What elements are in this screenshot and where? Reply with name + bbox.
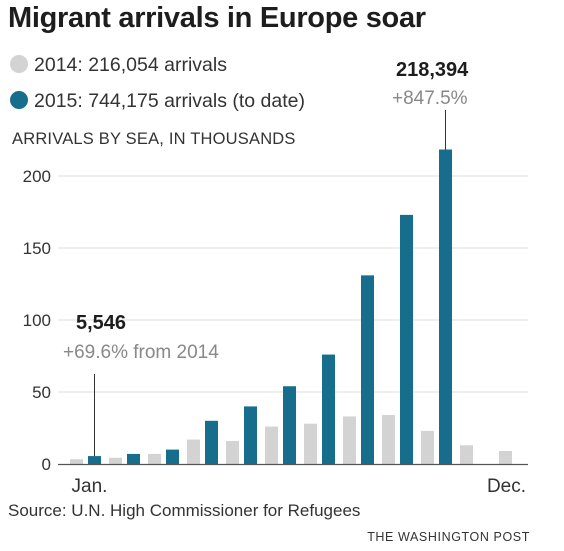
- callouts: 5,546 +69.6% from 2014 218,394 +847.5%: [63, 59, 469, 457]
- callout-latest-value: 218,394: [396, 59, 469, 81]
- bar-2014: [343, 416, 356, 464]
- legend-label-2015: 2015: 744,175 arrivals (to date): [34, 90, 306, 112]
- bar-2015: [127, 453, 140, 464]
- bar-2015: [205, 420, 218, 464]
- chart-title: Migrant arrivals in Europe soar: [8, 2, 426, 34]
- bar-2014: [460, 445, 473, 464]
- legend-swatch-2014: [10, 55, 28, 73]
- legend-item-2015: 2015: 744,175 arrivals (to date): [10, 90, 305, 113]
- bar-2014: [265, 426, 278, 464]
- y-axis-units-label: ARRIVALS BY SEA, IN THOUSANDS: [12, 130, 296, 148]
- bar-2015: [439, 149, 452, 464]
- x-tick-label: Dec.: [487, 476, 526, 497]
- x-tick-label: Jan.: [72, 476, 108, 497]
- y-tick-label: 100: [23, 311, 51, 330]
- callout-january-value: 5,546: [76, 312, 126, 334]
- legend-swatch-2015: [10, 91, 28, 109]
- y-tick-label: 150: [23, 239, 51, 258]
- y-tick-label: 50: [32, 383, 51, 402]
- y-tick-label: 200: [23, 167, 51, 186]
- axes: 0 50 100 150 200 Jan. Dec.: [23, 167, 528, 497]
- callout-january-note: +69.6% from 2014: [63, 342, 219, 363]
- bar-2015: [283, 386, 296, 464]
- y-tick-label: 0: [42, 455, 51, 474]
- bar-2014: [382, 415, 395, 464]
- source-note: Source: U.N. High Commissioner for Refug…: [8, 501, 361, 520]
- legend-item-2014: 2014: 216,054 arrivals: [10, 54, 227, 77]
- bar-2014: [187, 439, 200, 464]
- bar-2015: [322, 354, 335, 464]
- bar-2015: [166, 449, 179, 464]
- publisher-credit: THE WASHINGTON POST: [367, 530, 530, 544]
- bar-2014: [421, 430, 434, 464]
- callout-latest-note: +847.5%: [392, 88, 468, 109]
- legend-label-2014: 2014: 216,054 arrivals: [34, 54, 227, 76]
- bar-2014: [70, 459, 83, 464]
- bar-2015: [88, 456, 101, 464]
- bar-2015: [244, 406, 257, 464]
- bars: [70, 149, 512, 464]
- bar-2014: [226, 440, 239, 464]
- bar-2015: [361, 275, 374, 464]
- bar-2014: [109, 457, 122, 464]
- bar-2015: [400, 214, 413, 464]
- bar-2014: [304, 423, 317, 464]
- bar-2014: [148, 453, 161, 464]
- bar-2014: [499, 451, 512, 464]
